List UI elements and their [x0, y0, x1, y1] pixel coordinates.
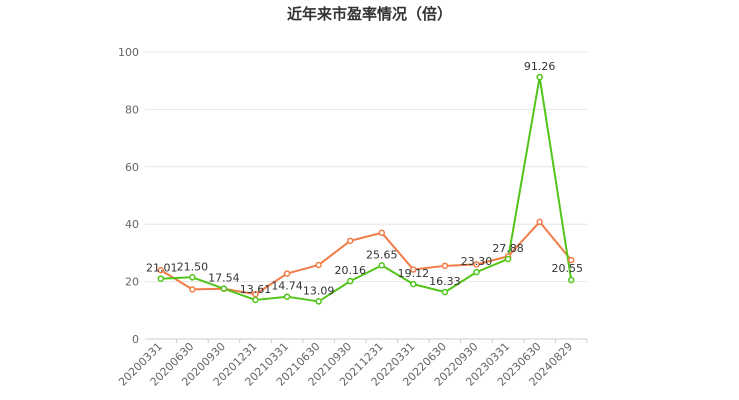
y-tick-label: 80 [125, 103, 139, 116]
data-label: 14.74 [271, 280, 303, 293]
data-label: 23.30 [461, 255, 493, 268]
data-point[interactable] [157, 266, 165, 274]
data-point[interactable] [157, 275, 165, 282]
data-label: 20.16 [334, 264, 366, 277]
data-point[interactable] [536, 73, 543, 81]
series-points [157, 73, 575, 305]
y-tick-label: 0 [132, 333, 139, 346]
series-lines [160, 76, 573, 303]
data-point[interactable] [473, 261, 480, 268]
grid-lines [145, 51, 587, 340]
data-label: 13.61 [240, 283, 272, 296]
data-point[interactable] [504, 255, 512, 263]
y-tick-label: 20 [125, 276, 139, 289]
data-point[interactable] [346, 237, 354, 245]
data-label: 21.01 [146, 262, 178, 275]
data-point[interactable] [189, 274, 196, 281]
data-point[interactable] [346, 277, 354, 285]
data-point[interactable] [567, 276, 575, 284]
data-point[interactable] [567, 256, 575, 264]
data-label: 27.88 [492, 242, 524, 255]
data-label: 16.33 [429, 275, 461, 288]
series-line-0 [160, 76, 573, 303]
chart-title: 近年来市盈率情况（倍） [286, 5, 452, 23]
data-point[interactable] [473, 268, 480, 276]
data-label: 17.54 [208, 272, 240, 285]
data-point[interactable] [283, 293, 291, 300]
axes: 0204060801002020033120200630202009302020… [116, 46, 588, 389]
y-tick-label: 60 [125, 161, 139, 174]
data-point[interactable] [441, 288, 449, 296]
data-label: 91.26 [524, 60, 556, 73]
data-point[interactable] [378, 229, 386, 237]
data-point[interactable] [283, 270, 291, 277]
data-point[interactable] [378, 262, 386, 269]
data-point[interactable] [315, 298, 322, 305]
data-point[interactable] [410, 266, 417, 273]
data-point[interactable] [441, 262, 449, 270]
data-label: 21.50 [177, 260, 209, 273]
data-point[interactable] [252, 296, 259, 304]
data-label: 19.12 [398, 267, 430, 280]
data-point[interactable] [410, 280, 417, 288]
data-label: 13.09 [303, 284, 335, 297]
data-point[interactable] [220, 285, 228, 292]
data-point[interactable] [536, 218, 543, 226]
data-point[interactable] [315, 261, 322, 269]
data-point[interactable] [189, 286, 196, 293]
data-label: 25.65 [366, 248, 398, 261]
y-tick-label: 100 [118, 46, 139, 59]
y-tick-label: 40 [125, 218, 139, 231]
data-label: 20.55 [551, 262, 583, 275]
